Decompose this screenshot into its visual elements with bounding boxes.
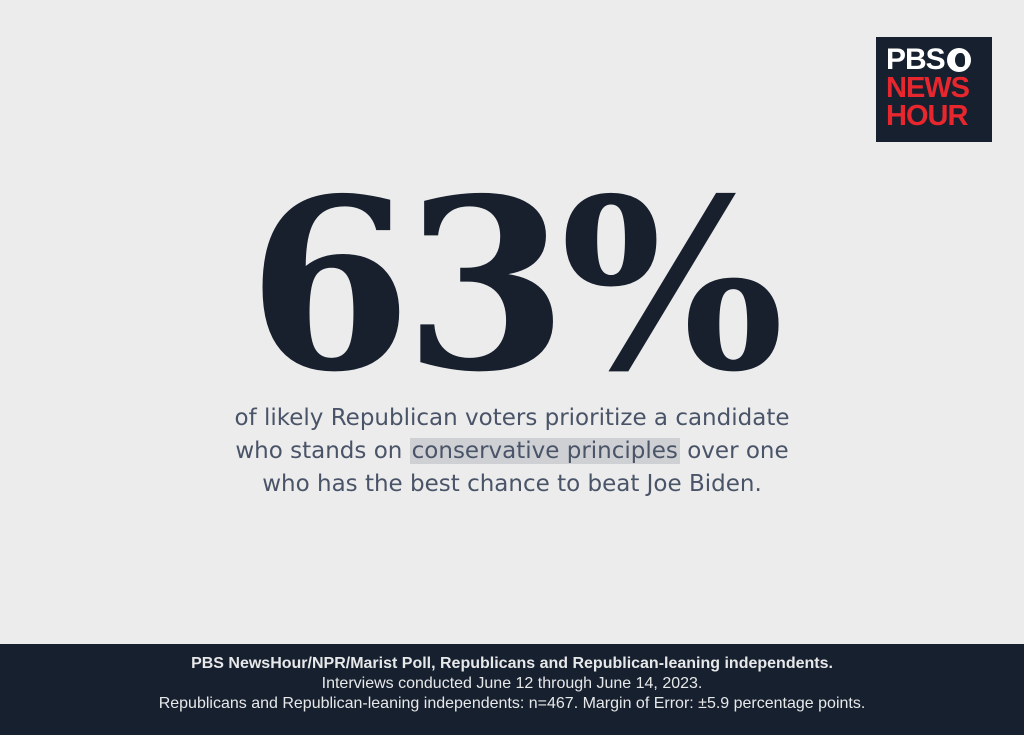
- footer-source-notes: PBS NewsHour/NPR/Marist Poll, Republican…: [0, 644, 1024, 735]
- logo-hour: HOUR: [886, 100, 968, 132]
- pbs-head-icon: [946, 48, 971, 72]
- footer-sample: Republicans and Republican-leaning indep…: [158, 695, 866, 712]
- logo-news: NEWS: [886, 72, 970, 104]
- description-text-after: over one who has the best chance to beat…: [262, 438, 789, 497]
- description-text-before: of likely Republican voters prioritize a…: [234, 405, 790, 464]
- pbs-newshour-logo: PBS NEWS HOUR: [876, 37, 992, 142]
- footer-source: PBS NewsHour/NPR/Marist Poll, Republican…: [191, 655, 833, 672]
- footer-dates: Interviews conducted June 12 through Jun…: [321, 675, 703, 692]
- headline-stat: 63%: [247, 146, 785, 424]
- highlighted-phrase: conservative principles: [409, 438, 680, 464]
- stat-description: of likely Republican voters prioritize a…: [0, 402, 1024, 501]
- logo-pbs: PBS: [886, 43, 946, 76]
